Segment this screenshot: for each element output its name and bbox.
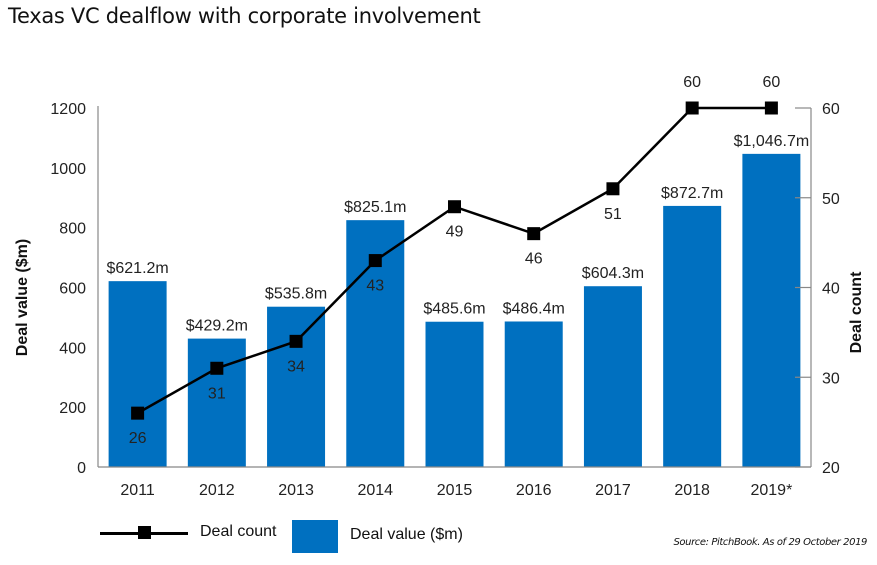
y-tick-label: 1200: [50, 101, 86, 118]
deal-count-marker-2015: [448, 200, 461, 214]
deal-count-marker-2011: [131, 406, 145, 420]
x-tick-label: 2017: [595, 482, 631, 499]
y2-axis-title: Deal count: [848, 271, 865, 353]
x-tick-label: 2014: [357, 482, 393, 499]
bar-value-label: $872.7m: [661, 185, 723, 202]
y2-tick-label: 60: [822, 101, 840, 118]
bar-value-label: $825.1m: [344, 199, 406, 216]
bar-2016: [504, 321, 563, 467]
bar-value-label: $535.8m: [265, 286, 327, 303]
bar-2017: [583, 286, 642, 467]
y-tick-label: 400: [59, 340, 86, 357]
deal-count-marker-2014: [368, 254, 382, 268]
x-tick-label: 2012: [199, 482, 235, 499]
chart-title: Texas VC dealflow with corporate involve…: [8, 4, 481, 28]
legend-label-deal-value: Deal value ($m): [350, 526, 463, 543]
y-tick-label: 1000: [50, 161, 86, 178]
bar-2018: [663, 205, 722, 468]
bar-value-label: $1,046.7m: [734, 133, 810, 150]
deal-count-marker-2019*: [764, 101, 778, 115]
bar-2019*: [742, 153, 801, 467]
deal-count-label: 60: [683, 74, 701, 91]
x-tick-label: 2013: [278, 482, 314, 499]
y-tick-label: 800: [59, 221, 86, 238]
bar-value-label: $486.4m: [503, 300, 565, 317]
bar-2013: [267, 306, 326, 467]
line-layer: [131, 101, 778, 420]
legend-item-deal-count: [96, 515, 286, 551]
y2-tick-label: 30: [822, 370, 840, 387]
deal-count-marker-2016: [527, 227, 541, 241]
bar-value-label: $485.6m: [423, 301, 485, 318]
bar-2015: [425, 321, 484, 467]
legend-square-marker-icon: [138, 526, 151, 539]
combo-chart: 0 200 400 600 800 1000 1200 20 30 40 50 60 2011 2012 2…: [14, 74, 865, 499]
deal-count-label: 26: [129, 430, 147, 447]
labels-layer: $621.2m $429.2m $535.8m $825.1m $485.6m $486.…: [106, 74, 809, 447]
source-note: Source: PitchBook. As of 29 October 2019: [673, 537, 867, 548]
axes-layer: 0 200 400 600 800 1000 1200 20 30 40 50 60 2011 2012 2…: [14, 101, 865, 499]
bar-value-label: $429.2m: [186, 318, 248, 335]
deal-count-label: 43: [366, 278, 384, 295]
deal-count-label: 31: [208, 385, 226, 402]
deal-count-label: 49: [446, 224, 464, 241]
deal-count-label: 46: [525, 251, 543, 268]
x-tick-label: 2018: [674, 482, 710, 499]
legend-label-deal-count: Deal count: [200, 523, 277, 540]
y-tick-label: 0: [77, 460, 86, 477]
x-tick-label: 2011: [120, 482, 155, 499]
deal-count-marker-2012: [210, 361, 224, 375]
y-tick-label: 200: [59, 400, 86, 417]
y2-tick-label: 40: [822, 281, 840, 298]
deal-count-marker-2018: [685, 101, 699, 115]
deal-count-marker-2017: [606, 182, 620, 196]
legend-box-swatch: [292, 520, 338, 553]
y2-tick-label: 50: [822, 191, 840, 208]
bar-value-label: $621.2m: [106, 260, 168, 277]
deal-count-label: 51: [604, 206, 622, 223]
deal-count-marker-2013: [289, 334, 303, 348]
y2-tick-label: 20: [822, 460, 840, 477]
bar-2012: [187, 338, 246, 467]
y-axis-title: Deal value ($m): [14, 239, 31, 356]
x-tick-label: 2019*: [750, 482, 792, 499]
deal-count-label: 60: [762, 74, 780, 91]
deal-count-label: 34: [287, 358, 305, 375]
bar-2011: [108, 281, 167, 467]
bar-value-label: $604.3m: [582, 265, 644, 282]
x-tick-label: 2015: [437, 482, 473, 499]
y-tick-label: 600: [59, 281, 86, 298]
x-tick-label: 2016: [516, 482, 552, 499]
bars-layer: [108, 153, 801, 468]
